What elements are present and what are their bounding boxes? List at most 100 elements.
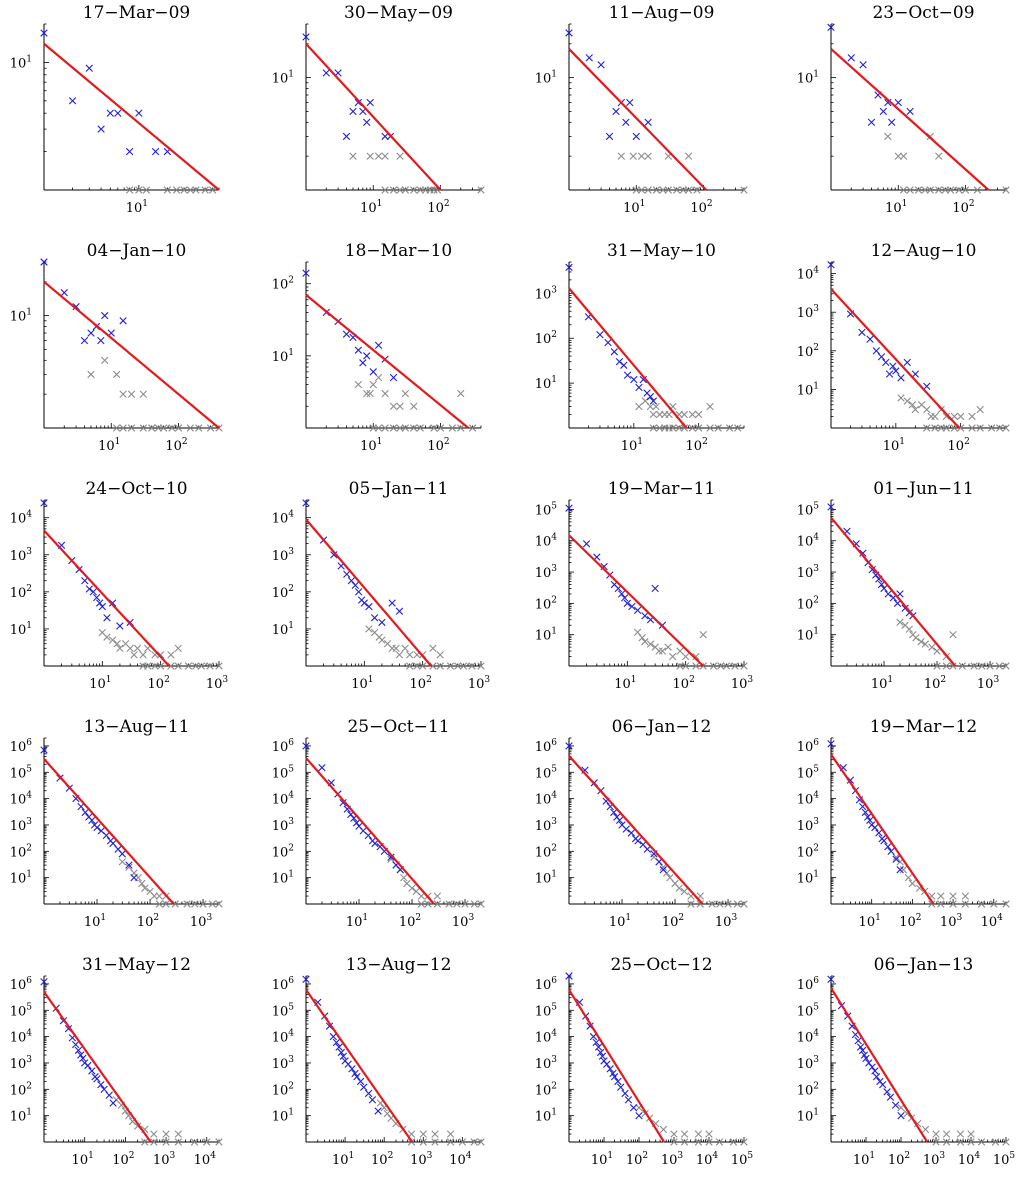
kept-point: [374, 1107, 382, 1115]
kept-point: [621, 1089, 629, 1098]
kept-point: [635, 383, 643, 392]
excluded-point: [684, 186, 693, 194]
kept-point: [622, 118, 630, 127]
excluded-point: [646, 640, 655, 648]
y-tick-label: 102: [535, 1081, 557, 1098]
excluded-point: [156, 651, 165, 659]
x-tick-label: 102: [427, 437, 449, 454]
excluded-point: [416, 424, 424, 432]
excluded-point: [884, 132, 892, 141]
y-tick-label: 103: [272, 547, 295, 564]
excluded-point: [215, 900, 223, 908]
panel-title: 18−Mar−10: [345, 241, 452, 261]
x-tick-label: 101: [332, 1151, 354, 1168]
excluded-point: [725, 424, 734, 432]
kept-point: [623, 371, 632, 379]
excluded-point: [977, 1138, 986, 1146]
excluded-point: [928, 643, 936, 651]
y-tick-label: 101: [535, 627, 557, 644]
excluded-point: [354, 380, 363, 389]
kept-point: [866, 816, 874, 825]
excluded-point: [154, 424, 162, 432]
excluded-point: [389, 424, 398, 432]
fit-line: [568, 287, 688, 429]
y-tick-label: 104: [10, 791, 33, 808]
excluded-point: [201, 186, 209, 194]
kept-point: [827, 740, 835, 748]
excluded-point: [430, 424, 438, 432]
excluded-point: [740, 900, 748, 908]
x-tick-label: 101: [885, 199, 907, 216]
kept-point: [343, 570, 351, 578]
panel-12: 01−Jun−11 101 102 103 101 102 103 104 105: [797, 479, 1010, 692]
excluded-point: [381, 152, 389, 160]
kept-point: [629, 1104, 638, 1112]
excluded-point: [419, 1130, 427, 1138]
excluded-point: [709, 662, 718, 670]
y-tick-label: 103: [10, 547, 33, 564]
kept-point: [68, 97, 77, 105]
excluded-point: [112, 370, 121, 379]
excluded-point: [921, 640, 929, 648]
excluded-point: [676, 647, 684, 655]
fit-line: [568, 989, 665, 1143]
x-tick-label: 102: [952, 199, 974, 216]
kept-point: [388, 599, 396, 607]
x-tick-label: 103: [661, 1151, 684, 1168]
kept-point: [365, 602, 373, 611]
y-tick-label: 101: [272, 348, 294, 365]
excluded-point: [127, 424, 136, 432]
kept-point: [872, 347, 881, 355]
excluded-point: [724, 900, 732, 908]
excluded-point: [680, 1138, 689, 1146]
excluded-point: [987, 424, 996, 432]
excluded-point: [967, 1130, 975, 1138]
panel-20: 06−Jan−13 101 102 103 104 105 101 102 103 104 105 1…: [797, 955, 1016, 1168]
excluded-point: [949, 900, 957, 908]
excluded-point: [928, 900, 936, 908]
excluded-point: [740, 186, 748, 194]
kept-point: [565, 972, 573, 980]
y-tick-label: 102: [10, 843, 32, 860]
excluded-point: [906, 186, 914, 194]
excluded-point: [457, 424, 465, 432]
excluded-point: [950, 412, 959, 421]
excluded-point: [199, 900, 207, 908]
excluded-point: [363, 389, 371, 398]
x-tick-label: 101: [859, 913, 881, 930]
x-tick-label: 102: [690, 199, 712, 216]
excluded-point: [949, 662, 957, 670]
excluded-point: [135, 186, 143, 194]
excluded-point: [680, 1130, 689, 1138]
excluded-point: [197, 662, 206, 670]
excluded-point: [664, 643, 672, 651]
excluded-point: [688, 410, 697, 419]
excluded-point: [141, 884, 149, 892]
kept-point: [630, 375, 638, 384]
panel-title: 12−Aug−10: [871, 241, 977, 261]
excluded-point: [914, 186, 923, 194]
excluded-point: [694, 1130, 703, 1138]
kept-point: [370, 614, 379, 622]
x-tick-label: 102: [410, 675, 432, 692]
kept-point: [627, 829, 636, 837]
y-tick-label: 105: [535, 764, 558, 781]
x-tick-label: 103: [452, 913, 475, 930]
y-tick-label: 104: [535, 533, 558, 550]
y-tick-label: 104: [272, 791, 295, 808]
fit-line: [305, 757, 435, 905]
excluded-point: [192, 186, 200, 194]
x-tick-label: 101: [871, 675, 893, 692]
kept-point: [858, 1046, 867, 1055]
excluded-point: [410, 402, 418, 410]
kept-point: [106, 109, 114, 117]
y-tick-label: 101: [797, 381, 819, 398]
excluded-point: [927, 412, 935, 421]
excluded-point: [670, 1138, 678, 1146]
x-tick-label: 103: [190, 913, 213, 930]
excluded-point: [118, 858, 126, 866]
kept-point: [827, 975, 835, 983]
fit-line: [305, 518, 433, 667]
excluded-point: [680, 410, 688, 419]
kept-point: [887, 847, 895, 855]
